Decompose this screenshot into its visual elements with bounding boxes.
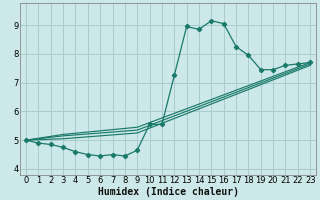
X-axis label: Humidex (Indice chaleur): Humidex (Indice chaleur) xyxy=(98,186,239,197)
